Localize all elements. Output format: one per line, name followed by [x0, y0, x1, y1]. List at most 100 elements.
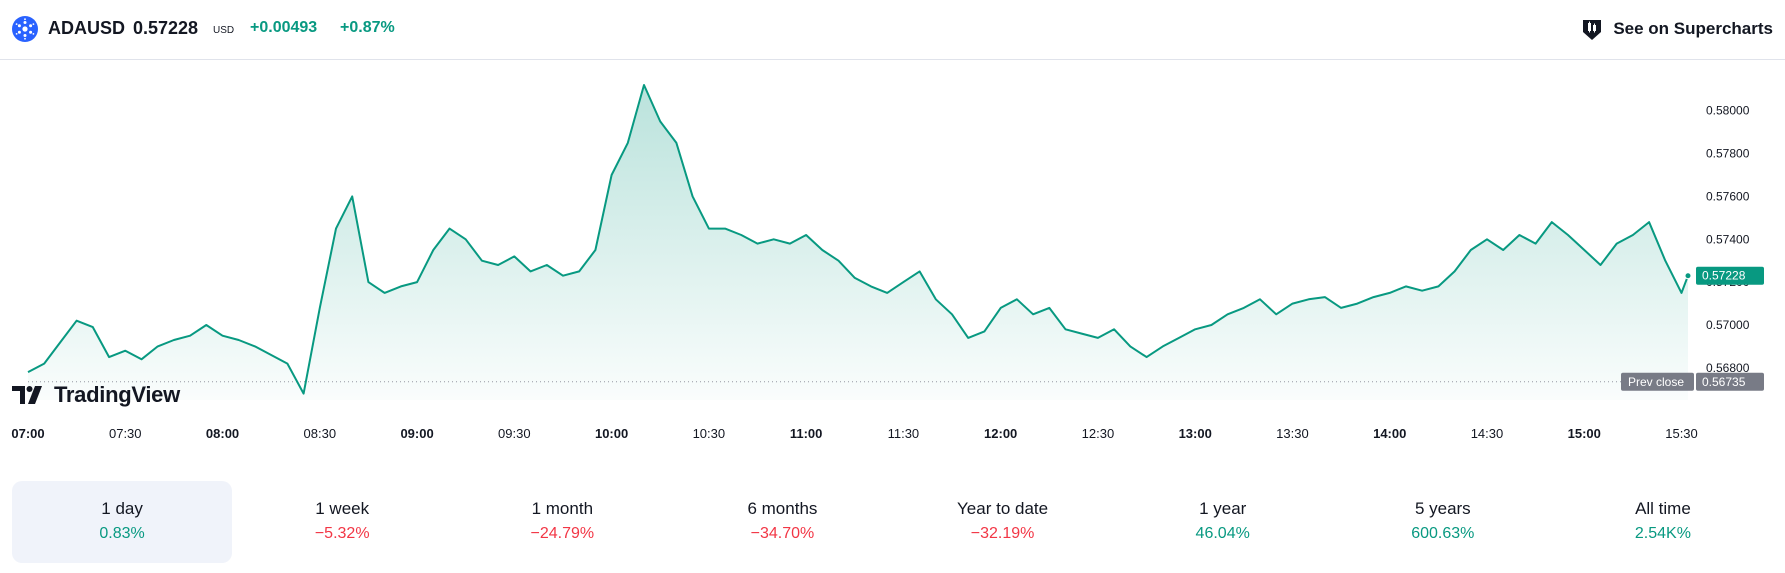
data-point-13:25[interactable] — [1270, 308, 1282, 320]
data-point-09:55[interactable] — [589, 244, 601, 256]
data-point-09:45[interactable] — [557, 270, 569, 282]
data-point-11:40[interactable] — [930, 293, 942, 305]
data-point-14:00[interactable] — [1384, 287, 1396, 299]
data-point-10:45[interactable] — [752, 238, 764, 250]
data-point-10:50[interactable] — [768, 233, 780, 245]
data-point-09:35[interactable] — [525, 265, 537, 277]
data-point-07:30[interactable] — [119, 345, 131, 357]
data-point-11:20[interactable] — [865, 280, 877, 292]
period-tab-1-day[interactable]: 1 day 0.83% — [12, 481, 233, 563]
data-point-10:15[interactable] — [654, 115, 666, 127]
data-point-08:45[interactable] — [362, 276, 374, 288]
data-point-11:30[interactable] — [897, 276, 909, 288]
data-point-12:30[interactable] — [1092, 332, 1104, 344]
data-point-13:30[interactable] — [1287, 298, 1299, 310]
data-point-07:45[interactable] — [168, 334, 180, 346]
data-point-07:55[interactable] — [200, 319, 212, 331]
data-point-11:45[interactable] — [946, 308, 958, 320]
data-point-13:05[interactable] — [1205, 319, 1217, 331]
period-tab-1-year[interactable]: 1 year 46.04% — [1113, 481, 1333, 563]
data-point-08:10[interactable] — [249, 340, 261, 352]
data-point-09:15[interactable] — [460, 233, 472, 245]
data-point-14:35[interactable] — [1497, 244, 1509, 256]
data-point-15:20[interactable] — [1643, 216, 1655, 228]
data-point-14:50[interactable] — [1546, 216, 1558, 228]
tradingview-logo[interactable]: TradingView — [12, 382, 180, 408]
data-point-14:25[interactable] — [1465, 244, 1477, 256]
data-point-14:30[interactable] — [1481, 233, 1493, 245]
data-point-12:10[interactable] — [1027, 308, 1039, 320]
data-point-15:25[interactable] — [1659, 255, 1671, 267]
data-point-08:40[interactable] — [346, 190, 358, 202]
data-point-12:50[interactable] — [1157, 340, 1169, 352]
price-chart[interactable]: 0.580000.578000.576000.574000.572000.570… — [0, 60, 1785, 450]
data-point-08:05[interactable] — [233, 334, 245, 346]
data-point-07:20[interactable] — [87, 321, 99, 333]
data-point-12:40[interactable] — [1124, 340, 1136, 352]
data-point-09:10[interactable] — [444, 223, 456, 235]
data-point-10:55[interactable] — [784, 238, 796, 250]
data-point-07:10[interactable] — [54, 336, 66, 348]
data-point-15:15[interactable] — [1627, 229, 1639, 241]
data-point-07:40[interactable] — [152, 340, 164, 352]
data-point-07:25[interactable] — [103, 351, 115, 363]
data-point-12:00[interactable] — [995, 302, 1007, 314]
data-point-10:25[interactable] — [687, 190, 699, 202]
data-point-10:05[interactable] — [622, 137, 634, 149]
data-point-08:25[interactable] — [298, 388, 310, 400]
data-point-10:10[interactable] — [638, 79, 650, 91]
data-point-14:05[interactable] — [1400, 280, 1412, 292]
data-point-09:50[interactable] — [573, 265, 585, 277]
data-point-14:10[interactable] — [1416, 285, 1428, 297]
data-point-13:40[interactable] — [1319, 291, 1331, 303]
data-point-12:55[interactable] — [1173, 332, 1185, 344]
data-point-15:05[interactable] — [1595, 259, 1607, 271]
data-point-09:40[interactable] — [541, 259, 553, 271]
data-point-13:15[interactable] — [1238, 302, 1250, 314]
period-tab-6-months[interactable]: 6 months −34.70% — [672, 481, 892, 563]
period-tab-5-years[interactable]: 5 years 600.63% — [1333, 481, 1553, 563]
data-point-07:50[interactable] — [184, 330, 196, 342]
data-point-14:15[interactable] — [1432, 280, 1444, 292]
data-point-13:45[interactable] — [1335, 302, 1347, 314]
data-point-13:35[interactable] — [1303, 293, 1315, 305]
data-point-13:50[interactable] — [1351, 298, 1363, 310]
data-point-07:05[interactable] — [38, 358, 50, 370]
data-point-14:20[interactable] — [1449, 265, 1461, 277]
data-point-08:35[interactable] — [330, 223, 342, 235]
data-point-13:10[interactable] — [1222, 308, 1234, 320]
data-point-07:15[interactable] — [71, 315, 83, 327]
data-point-07:35[interactable] — [136, 353, 148, 365]
data-point-08:00[interactable] — [217, 330, 229, 342]
data-point-10:30[interactable] — [703, 223, 715, 235]
data-point-09:05[interactable] — [427, 244, 439, 256]
data-point-12:05[interactable] — [1011, 293, 1023, 305]
period-tab-all-time[interactable]: All time 2.54K% — [1553, 481, 1773, 563]
data-point-10:40[interactable] — [735, 229, 747, 241]
see-on-supercharts-button[interactable]: See on Supercharts — [1579, 14, 1773, 44]
data-point-07:00[interactable] — [22, 366, 34, 378]
period-tab-1-week[interactable]: 1 week −5.32% — [232, 481, 452, 563]
data-point-12:45[interactable] — [1141, 351, 1153, 363]
data-point-10:20[interactable] — [670, 137, 682, 149]
data-point-08:30[interactable] — [314, 302, 326, 314]
data-point-10:35[interactable] — [719, 223, 731, 235]
data-point-12:20[interactable] — [1060, 323, 1072, 335]
data-point-12:25[interactable] — [1076, 328, 1088, 340]
data-point-12:15[interactable] — [1043, 302, 1055, 314]
data-point-13:55[interactable] — [1368, 291, 1380, 303]
data-point-11:15[interactable] — [849, 272, 861, 284]
data-point-13:20[interactable] — [1254, 293, 1266, 305]
period-tab-1-month[interactable]: 1 month −24.79% — [452, 481, 672, 563]
data-point-11:10[interactable] — [833, 255, 845, 267]
data-point-08:20[interactable] — [281, 358, 293, 370]
period-tab-year-to-date[interactable]: Year to date −32.19% — [893, 481, 1113, 563]
data-point-15:00[interactable] — [1578, 244, 1590, 256]
data-point-11:00[interactable] — [800, 229, 812, 241]
data-point-09:25[interactable] — [492, 259, 504, 271]
data-point-14:45[interactable] — [1530, 238, 1542, 250]
data-point-14:55[interactable] — [1562, 229, 1574, 241]
data-point-08:50[interactable] — [379, 287, 391, 299]
data-point-09:30[interactable] — [508, 250, 520, 262]
data-point-08:55[interactable] — [395, 280, 407, 292]
